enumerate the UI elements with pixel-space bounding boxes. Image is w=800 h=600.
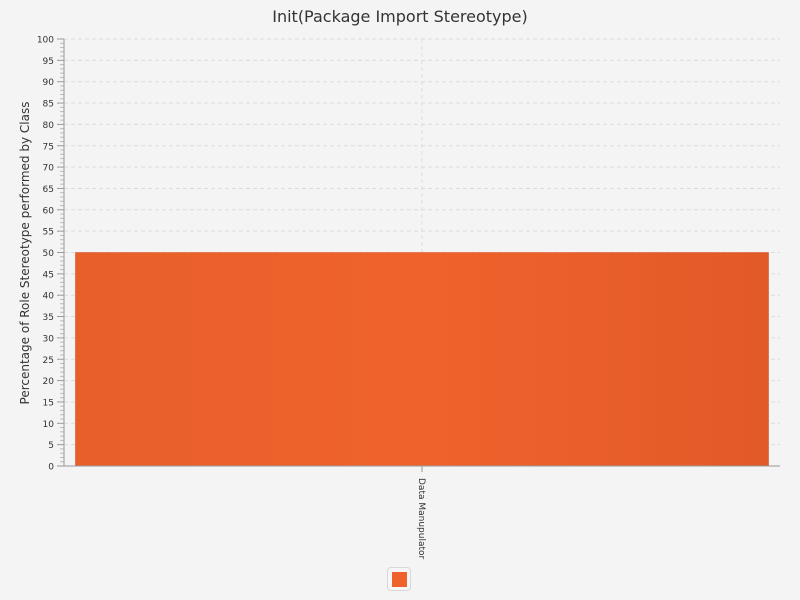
y-tick-label: 85	[43, 100, 54, 110]
y-tick-label: 5	[48, 441, 54, 451]
y-tick-label: 90	[43, 78, 55, 88]
y-tick-label: 15	[43, 398, 54, 408]
y-tick-label: 30	[43, 334, 55, 344]
y-tick-label: 0	[48, 463, 54, 473]
y-tick-label: 40	[43, 292, 55, 302]
y-tick-label: 70	[43, 164, 55, 174]
x-axis: Data Manupulator	[64, 465, 780, 560]
y-tick-label: 55	[43, 228, 54, 238]
y-tick-label: 50	[43, 249, 55, 259]
x-tick-label: Data Manupulator	[416, 478, 426, 560]
y-tick-label: 95	[43, 57, 54, 67]
y-tick-label: 75	[43, 142, 54, 152]
y-tick-label: 80	[43, 121, 55, 131]
y-tick-label: 60	[43, 206, 55, 216]
y-tick-label: 100	[37, 36, 54, 46]
y-tick-label: 25	[43, 356, 54, 366]
legend-swatch	[391, 571, 407, 587]
y-tick-label: 20	[43, 377, 55, 387]
y-tick-label: 65	[43, 185, 54, 195]
legend-item[interactable]	[387, 567, 411, 591]
bars	[75, 252, 769, 467]
bar[interactable]	[75, 252, 769, 467]
y-axis: 0 5 10 15 20 25 30 35 40 45 50 55 60 65 70 75 80 85 90 95 10…	[37, 36, 65, 473]
y-tick-label: 10	[43, 420, 55, 430]
y-tick-label: 35	[43, 313, 54, 323]
y-tick-label: 45	[43, 270, 54, 280]
chart-title: Init(Package Import Stereotype)	[272, 7, 528, 26]
